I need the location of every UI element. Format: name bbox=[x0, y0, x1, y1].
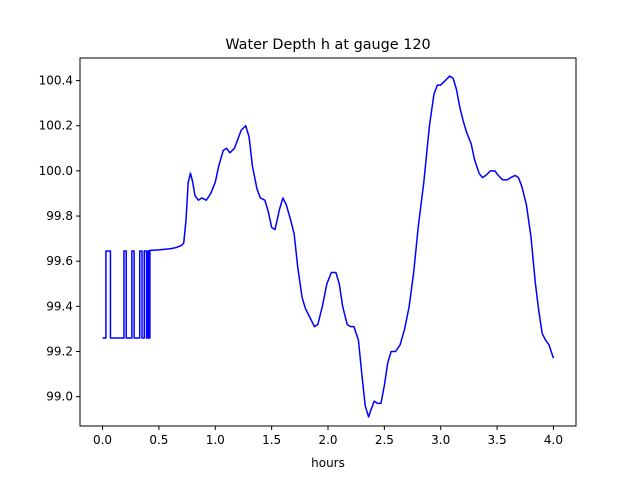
y-tick-label: 99.0 bbox=[46, 390, 73, 404]
x-tick-label: 0.0 bbox=[93, 433, 112, 447]
chart-title: Water Depth h at gauge 120 bbox=[225, 37, 430, 53]
x-tick-label: 4.0 bbox=[544, 433, 563, 447]
y-tick-label: 99.8 bbox=[46, 209, 73, 223]
y-tick-label: 100.4 bbox=[39, 74, 73, 88]
x-tick-label: 1.5 bbox=[262, 433, 281, 447]
y-axis: 99.0 99.2 99.4 99.6 99.8 100.0 100.2 100.4 bbox=[39, 74, 80, 404]
x-axis-label: hours bbox=[311, 456, 345, 470]
y-tick-label: 99.6 bbox=[46, 254, 73, 268]
series-line-0 bbox=[102, 75, 555, 418]
axes-frame bbox=[79, 57, 577, 427]
y-tick-label: 99.4 bbox=[46, 299, 73, 313]
x-tick-label: 2.0 bbox=[318, 433, 337, 447]
x-tick-label: 0.5 bbox=[149, 433, 168, 447]
y-tick-label: 100.2 bbox=[39, 119, 73, 133]
x-tick-label: 3.5 bbox=[488, 433, 507, 447]
y-tick-label: 100.0 bbox=[39, 164, 73, 178]
x-tick-label: 1.0 bbox=[206, 433, 225, 447]
x-tick-label: 3.0 bbox=[431, 433, 450, 447]
x-axis: 0.0 0.5 1.0 1.5 2.0 2.5 3.0 3.5 4.0 bbox=[93, 426, 563, 447]
y-tick-label: 99.2 bbox=[46, 344, 73, 358]
x-tick-label: 2.5 bbox=[375, 433, 394, 447]
plot-area bbox=[102, 75, 555, 418]
